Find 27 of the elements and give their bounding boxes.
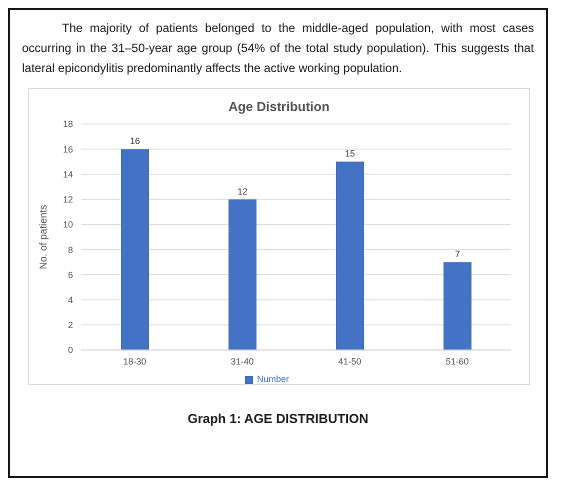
bar bbox=[121, 149, 149, 350]
y-tick-label: 6 bbox=[68, 270, 73, 280]
bar bbox=[336, 162, 364, 350]
y-tick-label: 8 bbox=[68, 244, 73, 255]
y-axis-title: No. of patients bbox=[38, 204, 50, 270]
bar bbox=[228, 199, 256, 350]
data-label: 16 bbox=[130, 136, 140, 146]
x-tick-label: 51-60 bbox=[446, 356, 469, 366]
caption: Graph 1: AGE DISTRIBUTION bbox=[186, 411, 370, 426]
text: The majority of patients belonged to the middle-aged population, with most cases occurring in the 31–50-year age group (54% of the total study population). This suggests that lateral epicondylitis predominantly affects the active working population. bbox=[22, 20, 534, 77]
data-label: 12 bbox=[237, 186, 248, 196]
y-tick-label: 18 bbox=[62, 119, 73, 130]
y-tick-label: 2 bbox=[68, 320, 73, 330]
y-tick-label: 0 bbox=[68, 345, 73, 356]
x-tick-label: 18-30 bbox=[123, 356, 146, 366]
data-label: 15 bbox=[344, 148, 356, 159]
y-tick-label: 16 bbox=[62, 144, 73, 154]
x-tick-label: 41-50 bbox=[338, 356, 362, 366]
y-tick-label: 12 bbox=[62, 194, 73, 205]
y-tick-label: 14 bbox=[62, 169, 73, 180]
data-label: 7 bbox=[454, 249, 460, 260]
y-tick-label: 4 bbox=[68, 294, 73, 305]
x-tick-label: 31-40 bbox=[230, 356, 254, 366]
y-tick-label: 10 bbox=[62, 220, 73, 230]
chart-title: Age Distribution bbox=[227, 99, 331, 114]
bar bbox=[444, 262, 472, 350]
legend-label: Number bbox=[256, 374, 289, 384]
